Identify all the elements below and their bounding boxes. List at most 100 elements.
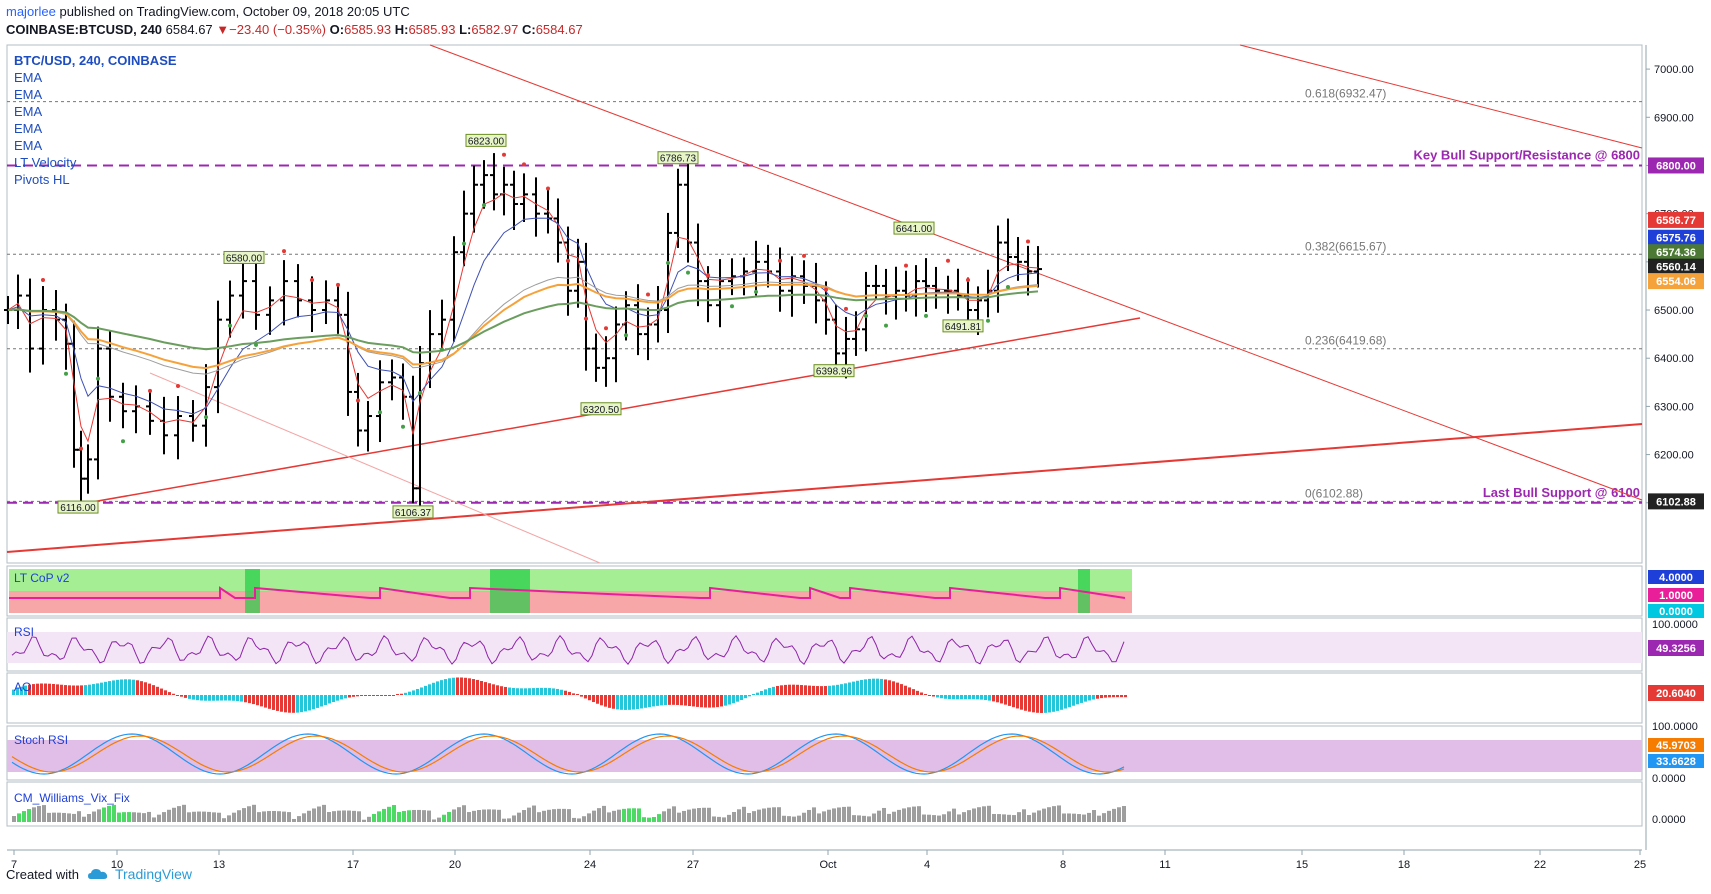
ao-bar-186 <box>756 692 759 695</box>
ao-bar-57 <box>240 695 243 702</box>
legend-item-pivots[interactable]: Pivots HL <box>14 172 70 187</box>
ao-bar-22 <box>100 682 103 695</box>
ao-bar-207 <box>840 684 843 695</box>
vix-bar-53 <box>277 811 281 822</box>
ao-bar-16 <box>76 685 79 695</box>
legend-item-ema-3[interactable]: EMA <box>14 104 43 119</box>
ao-bar-54 <box>228 695 231 701</box>
price-tag-label-1: 6586.77 <box>1656 215 1696 227</box>
author-link[interactable]: majorlee <box>6 4 56 19</box>
legend-item-lt-velocity[interactable]: LT Velocity <box>14 155 77 170</box>
vix-bar-152 <box>772 807 776 822</box>
vix-bar-134 <box>682 810 686 822</box>
tradingview-brand[interactable]: TradingView <box>114 866 193 882</box>
vix-bar-1 <box>17 813 21 822</box>
ao-bar-232 <box>940 695 943 699</box>
vix-bar-114 <box>582 816 586 822</box>
ao-bar-236 <box>956 695 959 700</box>
vix-bar-5 <box>37 806 41 822</box>
vix-bar-2 <box>22 811 26 822</box>
ao-bar-20 <box>92 684 95 695</box>
ao-bar-240 <box>972 695 975 700</box>
vix-bar-106 <box>542 810 546 822</box>
ao-bars <box>12 677 1127 713</box>
ao-bar-204 <box>828 685 831 695</box>
close-label: C: <box>521 22 536 37</box>
ao-bar-27 <box>120 679 123 695</box>
ao-bar-89 <box>368 695 371 696</box>
ao-bar-51 <box>216 695 219 701</box>
cop-green-band <box>9 569 1132 591</box>
legend-item-ema-2[interactable]: EMA <box>14 87 43 102</box>
velocity-dot-79 <box>884 323 888 328</box>
vix-bar-108 <box>552 809 556 822</box>
legend-item-ema-5[interactable]: EMA <box>14 138 43 153</box>
ao-bar-201 <box>816 686 819 695</box>
vix-bar-7 <box>47 812 51 822</box>
velocity-dot-49 <box>566 258 570 263</box>
published-text: published on TradingView.com, October 09… <box>55 4 410 19</box>
ao-bar-64 <box>268 695 271 709</box>
vix-bar-61 <box>317 806 321 822</box>
ao-bar-18 <box>84 685 87 695</box>
ao-bar-30 <box>132 679 135 695</box>
vix-bar-174 <box>882 807 886 822</box>
ao-bar-6 <box>36 683 39 695</box>
velocity-dot-75 <box>844 306 848 311</box>
y-tick-label-6: 6400.00 <box>1654 353 1694 365</box>
ao-bar-178 <box>724 695 727 706</box>
ao-bar-82 <box>340 695 343 700</box>
vix-bar-198 <box>1002 814 1006 822</box>
price-tag-label-6: 6102.88 <box>1656 496 1696 508</box>
ao-bar-85 <box>352 695 355 697</box>
ao-bar-237 <box>960 695 963 700</box>
velocity-dot-59 <box>666 260 670 265</box>
ao-bar-129 <box>528 688 531 695</box>
ao-bar-154 <box>628 695 631 710</box>
vix-bar-8 <box>52 812 56 822</box>
rsi-tag-box-1 <box>1648 640 1704 656</box>
price-tag-box-1 <box>1648 211 1704 228</box>
price-tag-box-5 <box>1648 273 1704 290</box>
vix-bar-187 <box>947 811 951 822</box>
ao-bar-264 <box>1068 695 1071 708</box>
vix-bar-94 <box>482 809 486 822</box>
ao-bar-273 <box>1104 695 1107 698</box>
tradingview-logo[interactable]: TradingView <box>87 866 192 882</box>
ao-bar-21 <box>96 683 99 695</box>
vix-bar-118 <box>602 805 606 822</box>
vix-bar-203 <box>1027 815 1031 822</box>
velocity-dot-21 <box>254 342 258 347</box>
vix-bar-3 <box>27 809 31 822</box>
fib-label-2: 0.236(6419.68) <box>1305 334 1386 348</box>
velocity-dot-51 <box>584 316 588 321</box>
ao-bar-218 <box>884 679 887 695</box>
vix-bar-12 <box>72 813 76 822</box>
vix-bar-210 <box>1062 813 1066 822</box>
ao-bar-205 <box>832 685 835 695</box>
ao-bar-177 <box>720 695 723 707</box>
ao-bar-189 <box>768 688 771 695</box>
velocity-dot-43 <box>502 152 506 157</box>
vix-bar-26 <box>142 813 146 822</box>
vix-bar-202 <box>1022 809 1026 822</box>
vix-bar-124 <box>632 808 636 822</box>
indicator-legend: BTC/USD, 240, COINBASE EMA EMA EMA EMA E… <box>14 52 177 188</box>
vix-bar-89 <box>457 807 461 822</box>
vix-bar-9 <box>57 812 61 822</box>
price-tag-box-6 <box>1648 493 1704 510</box>
pivot-label-2: 6641.00 <box>896 224 933 235</box>
ao-bar-124 <box>508 687 511 695</box>
vix-bar-204 <box>1032 812 1036 822</box>
pivot-label-box-4 <box>57 500 99 514</box>
legend-item-ema-4[interactable]: EMA <box>14 121 43 136</box>
vix-bar-122 <box>622 808 626 822</box>
ao-bar-277 <box>1120 695 1123 698</box>
vix-bar-154 <box>782 815 786 822</box>
ao-bar-43 <box>184 695 187 698</box>
vix-bar-103 <box>527 807 531 822</box>
ao-bar-23 <box>104 681 107 695</box>
legend-symbol[interactable]: BTC/USD, 240, COINBASE <box>14 53 177 68</box>
legend-item-ema-1[interactable]: EMA <box>14 70 43 85</box>
